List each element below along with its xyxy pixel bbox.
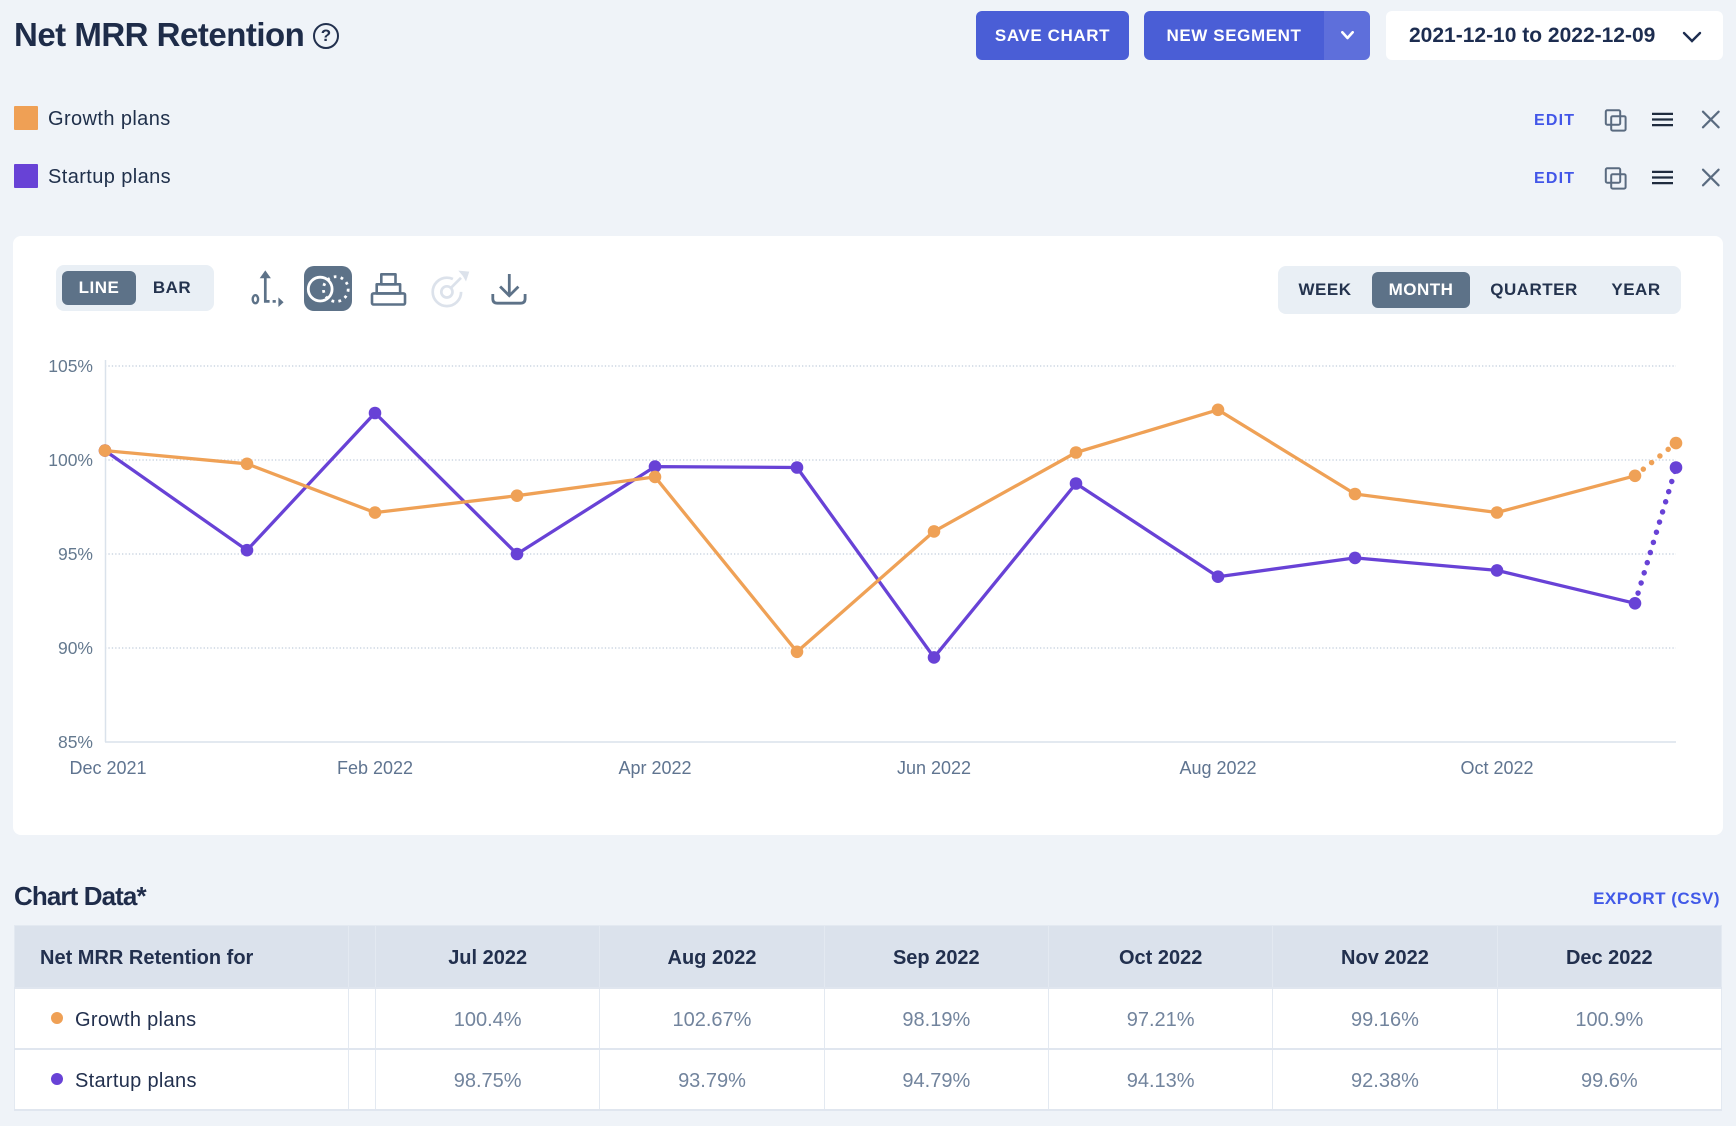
svg-text:Aug 2022: Aug 2022: [1179, 758, 1256, 778]
svg-text:Feb 2022: Feb 2022: [337, 758, 413, 778]
svg-text:105%: 105%: [48, 356, 93, 376]
svg-text:95%: 95%: [58, 544, 93, 564]
svg-text:85%: 85%: [58, 732, 93, 752]
svg-text:Jun 2022: Jun 2022: [897, 758, 971, 778]
svg-text:Dec 2021: Dec 2021: [69, 758, 146, 778]
svg-text:Oct 2022: Oct 2022: [1460, 758, 1533, 778]
svg-text:100%: 100%: [48, 450, 93, 470]
svg-text:90%: 90%: [58, 638, 93, 658]
svg-text:Apr 2022: Apr 2022: [618, 758, 691, 778]
